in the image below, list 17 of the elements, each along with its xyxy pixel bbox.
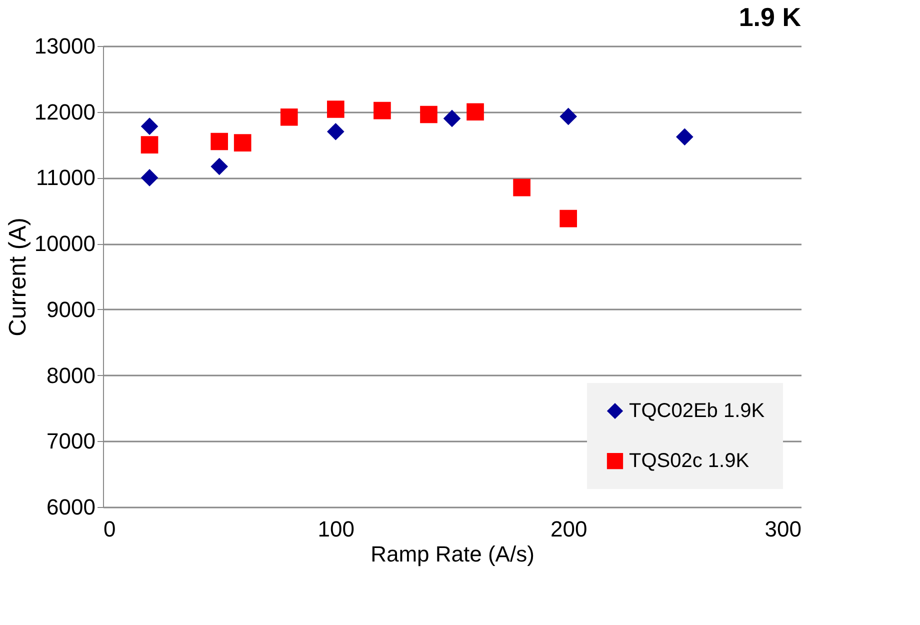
y-tick-label: 7000 — [46, 428, 96, 454]
y-tick-label: 9000 — [46, 296, 96, 322]
x-axis-title: Ramp Rate (A/s) — [370, 542, 534, 566]
x-tick-label: 100 — [318, 516, 355, 542]
legend-label: TQS02c 1.9K — [629, 450, 750, 472]
y-axis-title: Current (A) — [4, 218, 32, 336]
legend-label: TQC02Eb 1.9K — [629, 400, 766, 422]
x-tick-label: 0 — [104, 516, 116, 542]
y-tick-label: 11000 — [36, 165, 96, 190]
x-tick-label: 200 — [550, 516, 588, 542]
y-tick-label: 13000 — [34, 34, 96, 58]
y-tick-label: 6000 — [46, 494, 96, 520]
y-tick-label: 12000 — [34, 99, 96, 124]
x-tick-label: 300 — [764, 516, 802, 542]
y-tick-label: 10000 — [34, 231, 96, 256]
y-tick-label: 8000 — [46, 362, 96, 388]
chart-title: 1.9 K — [738, 2, 802, 32]
